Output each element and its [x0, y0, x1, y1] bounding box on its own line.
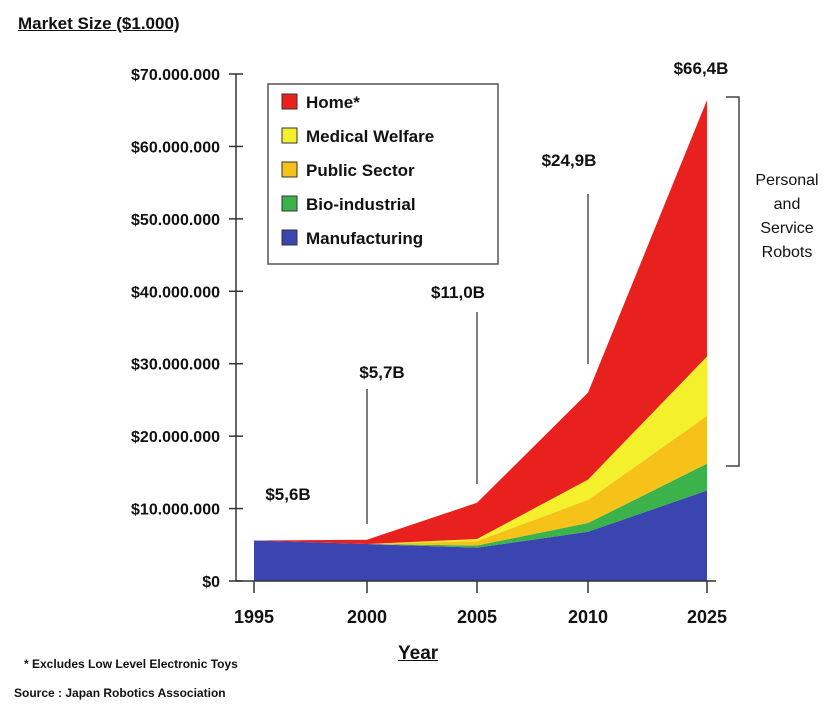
x-tick-label: 1995 [234, 607, 274, 627]
bracket-label: Service [760, 220, 813, 237]
y-tick-label: $40.000.000 [131, 284, 220, 301]
annotation-label: $11,0B [431, 283, 485, 302]
area-public-sector [254, 415, 707, 546]
bracket-label: Robots [762, 244, 813, 261]
bracket-line [726, 96, 740, 467]
legend-swatch [281, 229, 298, 246]
x-tick-label: 2000 [347, 607, 387, 627]
x-tick-label: 2010 [568, 607, 608, 627]
legend-swatch [281, 161, 298, 178]
area-bio-industrial [254, 463, 707, 548]
y-tick-label: $60.000.000 [131, 139, 220, 156]
y-tick-label: $0 [202, 574, 220, 591]
x-tick-label: 2025 [687, 607, 727, 627]
legend-box [267, 83, 499, 265]
legend-label: Bio-industrial [306, 195, 416, 214]
source-note: Source : Japan Robotics Association [14, 686, 226, 700]
legend-label: Medical Welfare [306, 127, 434, 146]
annotation-label: $5,7B [359, 363, 404, 382]
annotation-label: $24,9B [542, 151, 597, 170]
y-axis-title: Market Size ($1.000) [18, 14, 180, 33]
area-home [254, 100, 707, 545]
bracket-label: Personal [755, 172, 818, 189]
bracket-label: and [774, 196, 801, 213]
footnote: * Excludes Low Level Electronic Toys [24, 657, 238, 671]
legend-label: Public Sector [306, 161, 415, 180]
y-tick-label: $30.000.000 [131, 357, 220, 374]
legend-label: Manufacturing [306, 229, 423, 248]
x-axis-title: Year [398, 643, 439, 664]
area-manufacturing [254, 490, 707, 581]
y-tick-label: $50.000.000 [131, 212, 220, 229]
y-tick-label: $20.000.000 [131, 429, 220, 446]
x-tick-label: 2005 [457, 607, 497, 627]
legend-label: Home* [306, 93, 360, 112]
legend-swatch [281, 127, 298, 144]
annotation-label: $66,4B [674, 59, 729, 78]
y-tick-label: $70.000.000 [131, 67, 220, 84]
area-medical-welfare [254, 356, 707, 545]
legend-swatch [281, 195, 298, 212]
legend-swatch [281, 93, 298, 110]
y-tick-label: $10.000.000 [131, 502, 220, 519]
annotation-label: $5,6B [265, 485, 310, 504]
